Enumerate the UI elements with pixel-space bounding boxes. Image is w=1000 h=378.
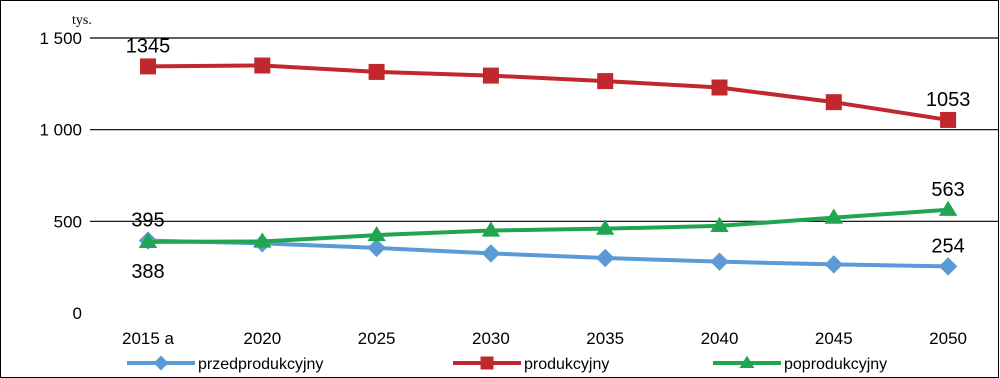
grid-lines [90, 37, 998, 222]
data-label: 254 [931, 235, 964, 257]
x-axis-ticks: 2015 a 2020 2025 2030 2035 2040 2045 2050 [122, 329, 967, 348]
data-point [824, 208, 843, 224]
legend-label: produkcyjny [524, 356, 609, 373]
y-tick-label: 500 [54, 212, 82, 231]
data-label: 1053 [926, 89, 971, 111]
legend-label: przedprodukcyjny [198, 356, 323, 373]
data-point [367, 225, 386, 242]
data-label: 395 [131, 210, 164, 232]
x-tick-label: 2040 [701, 329, 739, 348]
data-point [253, 232, 272, 248]
series-line [147, 238, 949, 269]
data-point [481, 244, 501, 263]
series-produkcyjny [140, 57, 957, 128]
series-group [138, 57, 958, 276]
data-point [938, 200, 958, 216]
data-point [596, 248, 615, 268]
legend-marker [739, 355, 755, 368]
series-przedprodukcyjny [138, 231, 958, 276]
data-point [138, 232, 158, 248]
legend-item-produkcyjny: produkcyjny [453, 356, 609, 373]
legend-item-poprodukcyjny: poprodukcyjny [713, 355, 887, 373]
data-point [825, 94, 842, 111]
data-label: 563 [931, 179, 964, 201]
series-line [147, 207, 949, 244]
data-point [938, 257, 958, 276]
x-tick-label: 2045 [815, 329, 853, 348]
x-tick-label: 2015 a [122, 329, 175, 348]
data-point [254, 57, 271, 74]
legend-marker [153, 355, 169, 371]
series-poprodukcyjny [138, 200, 958, 248]
legend-marker [480, 356, 494, 370]
x-tick-label: 2030 [472, 329, 510, 348]
data-label: 388 [131, 261, 164, 283]
data-point [367, 238, 386, 258]
data-point [482, 67, 499, 84]
data-point [596, 219, 615, 235]
series-line [147, 63, 949, 122]
x-tick-label: 2050 [929, 329, 967, 348]
x-tick-label: 2025 [358, 329, 396, 348]
data-point [711, 79, 728, 96]
legend: przedprodukcyjny produkcyjny poprodukcyjny [127, 355, 887, 373]
data-point [710, 252, 729, 271]
y-tick-label: 0 [73, 304, 82, 323]
data-point [597, 73, 614, 90]
data-labels: 1345 1053 395 388 563 254 [126, 35, 971, 282]
data-point [710, 216, 729, 232]
data-point [481, 221, 501, 237]
data-label: 1345 [126, 35, 171, 57]
x-tick-label: 2020 [243, 329, 281, 348]
data-point [140, 58, 156, 75]
data-point [940, 111, 957, 128]
y-tick-label: 1 000 [39, 121, 82, 140]
legend-label: poprodukcyjny [784, 356, 887, 373]
data-point [368, 63, 385, 80]
y-tick-label: 1 500 [39, 29, 82, 48]
data-point [824, 255, 843, 274]
y-axis-ticks: 0 500 1 000 1 500 [39, 29, 82, 323]
unit-label: tys. [72, 13, 92, 28]
legend-item-przedprodukcyjny: przedprodukcyjny [127, 355, 323, 373]
x-tick-label: 2035 [586, 329, 624, 348]
